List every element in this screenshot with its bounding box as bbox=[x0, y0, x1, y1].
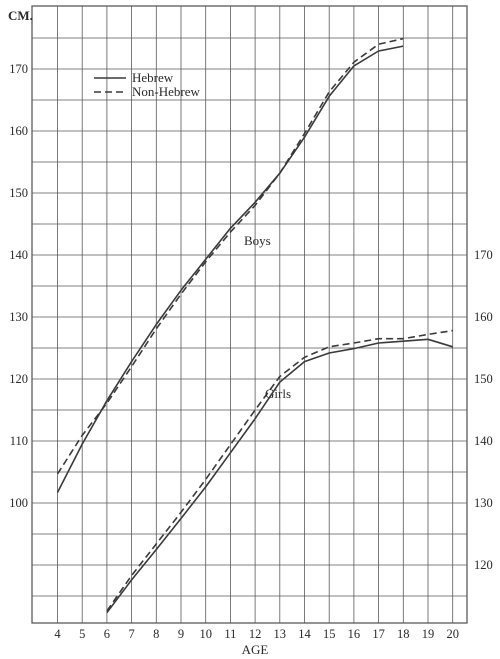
y-left-tick-label: 110 bbox=[10, 434, 28, 448]
series-labels: Boys Girls bbox=[244, 233, 291, 401]
y-right-tick-label: 150 bbox=[474, 372, 493, 386]
x-tick-label: 11 bbox=[224, 627, 236, 641]
boys-non-hebrew-line bbox=[56, 37, 404, 475]
x-tick-label: 17 bbox=[372, 627, 385, 641]
x-tick-label: 5 bbox=[79, 627, 85, 641]
girls-non-hebrew-line bbox=[106, 329, 453, 612]
y-right-tick-label: 160 bbox=[474, 310, 493, 324]
y-left-tick-label: 150 bbox=[9, 186, 28, 200]
y-right-tick-label: 140 bbox=[474, 434, 493, 448]
plot-frame bbox=[31, 5, 468, 624]
legend: Hebrew Non-Hebrew bbox=[94, 70, 200, 99]
y-left-tick-label: 170 bbox=[9, 62, 28, 76]
girls-hebrew-line bbox=[106, 338, 453, 614]
x-axis-label: AGE bbox=[242, 642, 269, 657]
grid bbox=[31, 5, 468, 624]
labels: CM. AGE bbox=[8, 8, 268, 657]
y-right-tick-label: 130 bbox=[474, 496, 493, 510]
x-tick-label: 9 bbox=[178, 627, 184, 641]
legend-label-hebrew: Hebrew bbox=[132, 70, 174, 85]
x-tick-label: 13 bbox=[274, 627, 287, 641]
y-right-tick-label: 170 bbox=[474, 248, 493, 262]
x-tick-label: 8 bbox=[153, 627, 159, 641]
x-tick-label: 19 bbox=[422, 627, 435, 641]
y-left-tick-label: 120 bbox=[9, 372, 28, 386]
x-tick-label: 12 bbox=[249, 627, 262, 641]
x-tick-label: 15 bbox=[323, 627, 336, 641]
x-tick-label: 6 bbox=[104, 627, 110, 641]
ticks: 4 5 6 7 8 9 10 11 12 13 14 15 16 17 18 19 20 100 110 120 130… bbox=[9, 62, 493, 641]
y-left-tick-label: 160 bbox=[9, 124, 28, 138]
x-tick-label: 18 bbox=[397, 627, 410, 641]
legend-label-non-hebrew: Non-Hebrew bbox=[132, 84, 200, 99]
unit-label: CM. bbox=[8, 8, 33, 23]
x-tick-label: 14 bbox=[298, 627, 311, 641]
y-left-tick-label: 140 bbox=[9, 248, 28, 262]
series-layer bbox=[56, 37, 453, 614]
series-label-boys: Boys bbox=[244, 233, 271, 248]
y-left-tick-label: 100 bbox=[9, 496, 28, 510]
x-tick-label: 7 bbox=[128, 627, 134, 641]
x-tick-label: 20 bbox=[446, 627, 459, 641]
x-tick-label: 4 bbox=[54, 627, 61, 641]
y-right-tick-label: 120 bbox=[474, 558, 493, 572]
y-left-tick-label: 130 bbox=[9, 310, 28, 324]
series-label-girls: Girls bbox=[265, 386, 291, 401]
x-tick-label: 16 bbox=[348, 627, 361, 641]
x-tick-label: 10 bbox=[199, 627, 212, 641]
boys-hebrew-line bbox=[56, 45, 404, 493]
